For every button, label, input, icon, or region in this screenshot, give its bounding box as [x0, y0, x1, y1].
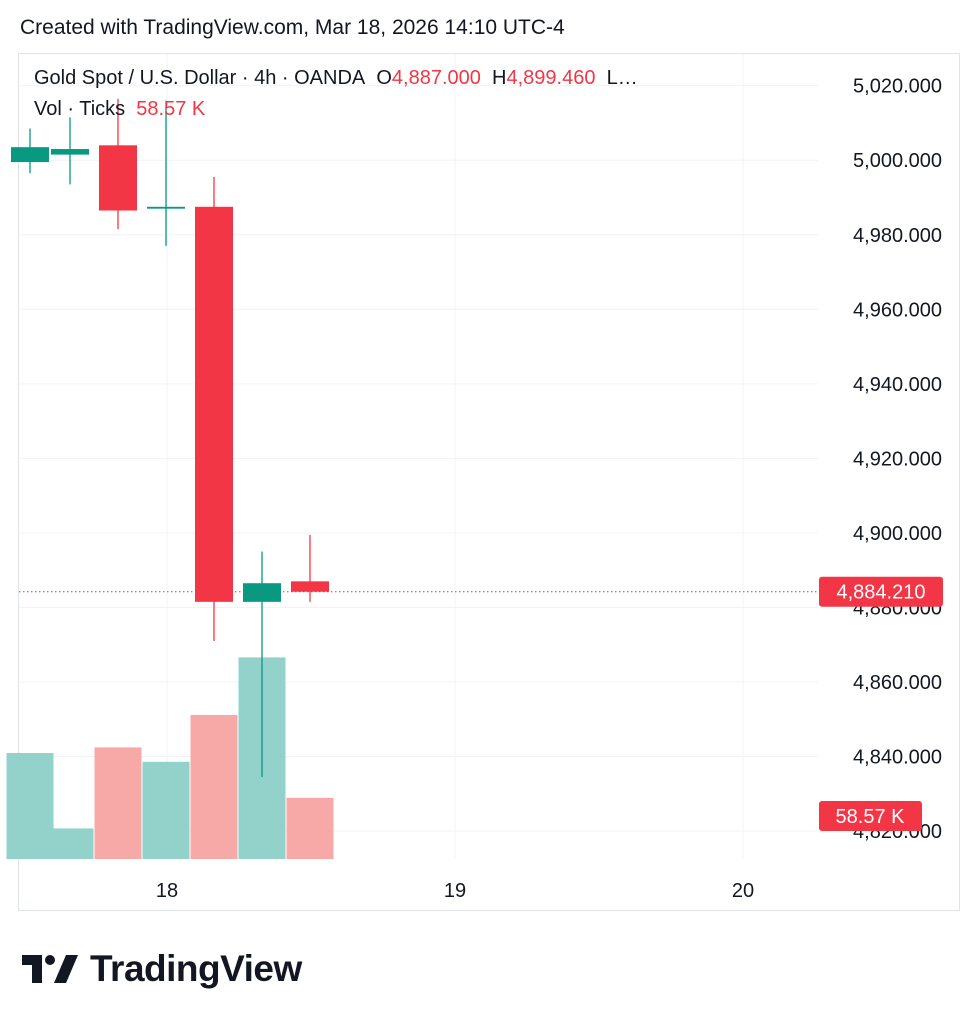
x-tick-label: 18 [156, 880, 178, 902]
tradingview-logo[interactable]: TradingView [22, 948, 302, 990]
volume-bar [286, 797, 334, 859]
legend-volume-row: Vol · Ticks 58.57 K [34, 98, 205, 121]
y-tick-label: 4,920.000 [853, 448, 942, 470]
legend-open-label: O [376, 67, 392, 89]
axis-badges: 4,884.210 58.57 K [819, 576, 943, 831]
candle-series[interactable] [11, 98, 329, 778]
legend-symbol-row: Gold Spot / U.S. Dollar · 4h · OANDA O4,… [34, 67, 638, 90]
legend-high-label: H [492, 67, 507, 89]
y-tick-label: 4,960.000 [853, 299, 942, 321]
y-tick-label: 4,980.000 [853, 225, 942, 247]
legend-symbol[interactable]: Gold Spot / U.S. Dollar · 4h · OANDA [34, 67, 366, 89]
tradingview-logo-icon [22, 955, 78, 983]
volume-bar [142, 761, 190, 859]
volume-bar [46, 828, 94, 859]
y-tick-label: 4,840.000 [853, 747, 942, 769]
time-axis[interactable]: 18 19 20 [156, 880, 754, 902]
y-tick-label: 5,020.000 [853, 76, 942, 98]
volume-badge-label: 58.57 K [836, 806, 906, 828]
last-price-badge [819, 576, 943, 607]
candle-body [51, 149, 89, 155]
candle-body [11, 147, 49, 163]
volume-bar [94, 747, 142, 859]
x-tick-label: 19 [444, 880, 466, 902]
chart-frame[interactable] [18, 53, 960, 911]
tradingview-logo-text: TradingView [90, 948, 302, 989]
candle-body [147, 206, 185, 209]
y-tick-label: 4,940.000 [853, 374, 942, 396]
volume-series [6, 657, 334, 859]
x-tick-label: 20 [732, 880, 754, 902]
y-tick-label: 4,900.000 [853, 523, 942, 545]
volume-badge [819, 801, 922, 831]
legend-open-value: 4,887.000 [391, 67, 481, 89]
candle-body [243, 583, 281, 602]
volume-bar [190, 715, 238, 859]
volume-bar [6, 752, 54, 859]
legend-low-truncated: L… [606, 67, 638, 89]
y-tick-label: 5,000.000 [853, 150, 942, 172]
chart-caption: Created with TradingView.com, Mar 18, 20… [20, 16, 565, 39]
legend-volume-label[interactable]: Vol · Ticks [34, 98, 126, 120]
candle-body [99, 145, 137, 211]
last-price-badge-label: 4,884.210 [837, 582, 926, 604]
legend-high-value: 4,899.460 [506, 67, 596, 89]
price-axis[interactable]: 5,020.000 5,000.000 4,980.000 4,960.000 4,94… [853, 76, 942, 843]
legend-volume-value: 58.57 K [136, 98, 206, 120]
y-tick-label: 4,860.000 [853, 672, 942, 694]
candle-body [195, 206, 233, 602]
grid [19, 54, 818, 859]
candle-body [291, 581, 329, 592]
